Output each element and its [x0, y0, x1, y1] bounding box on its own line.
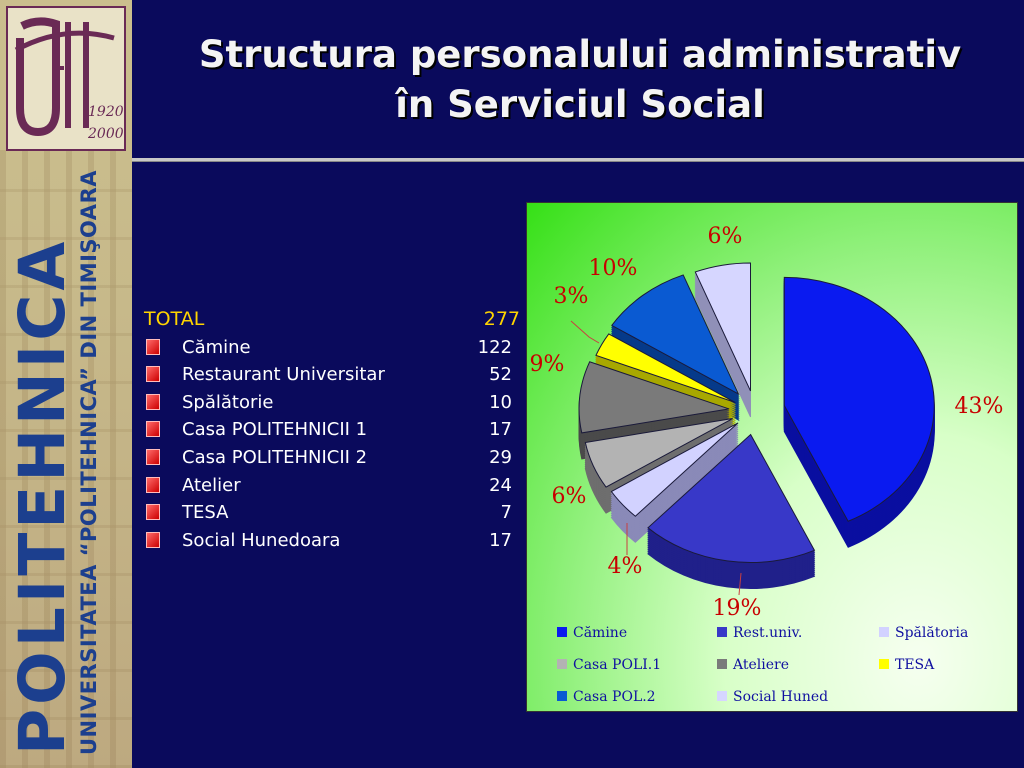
list-item-label: Restaurant Universitar [182, 364, 385, 386]
bullet-icon [146, 338, 160, 355]
pie-chart-panel: 43% 19% 4% 6% 9% 3% 10% 6% Cămine Rest.univ. Spăl… [526, 202, 1018, 712]
legend-label: Cămine [573, 625, 628, 641]
bullet-icon [146, 421, 160, 438]
bullet-icon [146, 476, 160, 493]
list-item-label: Social Hunedoara [182, 529, 341, 551]
list-item-label: Casa POLITEHNICII 1 [182, 419, 368, 441]
total-row: TOTAL 277 [142, 306, 522, 334]
label-leader-line [570, 320, 600, 344]
total-label: TOTAL [144, 308, 205, 330]
building-background [0, 150, 132, 768]
pie-slice-top [595, 333, 736, 403]
legend-label: TESA [895, 657, 935, 673]
legend-swatch [879, 627, 889, 637]
vertical-brand: POLITEHNICA UNIVERSITATEA “POLITEHNICA” … [6, 170, 102, 755]
legend-label: Rest.univ. [733, 625, 803, 641]
pie-slice-1 [647, 433, 816, 589]
list-item: TESA 7 [142, 499, 522, 527]
list-item-value: 52 [489, 364, 512, 386]
slice-percent-label: 6% [552, 484, 587, 509]
pie-slice-top [694, 262, 752, 392]
slice-percent-label: 9% [530, 352, 565, 377]
legend-swatch [557, 627, 567, 637]
list-item-value: 122 [477, 336, 512, 358]
list-item-label: Casa POLITEHNICII 2 [182, 446, 368, 468]
slice-percent-label: 43% [955, 394, 1004, 419]
staff-list: TOTAL 277 Cămine 122 Restaurant Universit… [142, 306, 522, 554]
slice-percent-label: 3% [554, 284, 589, 309]
slice-percent-label: 6% [708, 224, 743, 249]
list-item-value: 10 [489, 391, 512, 413]
legend-item: Ateliere [717, 657, 789, 673]
pie-slice-top [610, 422, 739, 517]
list-item-label: Atelier [182, 474, 241, 496]
list-item: Restaurant Universitar 52 [142, 361, 522, 389]
legend-swatch [557, 659, 567, 669]
label-leader-line [738, 572, 742, 596]
legend-label: Ateliere [733, 657, 789, 673]
legend-item: Spălătoria [879, 625, 968, 641]
university-logo: 1920 2000 [6, 6, 126, 151]
legend-item: Casa POLI.1 [557, 657, 661, 673]
list-item: Spălătorie 10 [142, 389, 522, 417]
list-item-value: 29 [489, 446, 512, 468]
legend-item: Social Huned [717, 689, 828, 705]
pie-slice-top [578, 361, 730, 434]
pie-slice-top [611, 274, 740, 396]
legend-item: TESA [879, 657, 934, 673]
pie-slice-top [647, 433, 816, 563]
legend-swatch [717, 659, 727, 669]
pie-slice-7 [694, 262, 752, 418]
sidebar-banner: 1920 2000 POLITEHNICA UNIVERSITATEA “POL… [0, 0, 132, 768]
list-item: Atelier 24 [142, 472, 522, 500]
list-item-value: 7 [500, 502, 512, 524]
pie-chart: 43% 19% 4% 6% 9% 3%10% 6% [530, 224, 1004, 621]
list-item-label: TESA [182, 502, 229, 524]
legend-item: Casa POL.2 [557, 689, 656, 705]
list-item-value: 17 [489, 529, 512, 551]
legend-label: Casa POLI.1 [573, 657, 662, 673]
pie-slice-4 [578, 361, 730, 460]
legend-label: Social Huned [733, 689, 829, 705]
legend-item: Cămine [557, 625, 627, 641]
slide-title-line-1: Structura personalului administrativ [198, 33, 962, 76]
legend-label: Spălătoria [895, 625, 969, 641]
pie-slice-2 [610, 422, 739, 543]
list-item: Casa POLITEHNICII 2 29 [142, 444, 522, 472]
list-item-label: Cămine [182, 336, 251, 358]
legend-swatch [879, 659, 889, 669]
legend-label: Casa POL.2 [573, 689, 656, 705]
pie-slice-0 [783, 276, 935, 548]
logo-icon: 1920 2000 [14, 17, 124, 142]
pie-slice-top [584, 418, 733, 488]
bullet-icon [146, 393, 160, 410]
pie-slice-top [783, 276, 935, 522]
bullet-icon [146, 366, 160, 383]
bullet-icon [146, 531, 160, 548]
list-item: Cămine 122 [142, 334, 522, 362]
slice-percent-label: 19% [713, 596, 762, 621]
bullet-icon [146, 448, 160, 465]
university-name-text: UNIVERSITATEA “POLITEHNICA” DIN TIMIŞOAR… [77, 170, 101, 755]
slice-percent-label: 10% [589, 256, 638, 281]
legend-swatch [557, 691, 567, 701]
total-value: 277 [483, 308, 520, 330]
legend-swatch [717, 627, 727, 637]
bullet-icon [146, 504, 160, 521]
list-item-value: 17 [489, 419, 512, 441]
legend-item: Rest.univ. [717, 625, 802, 641]
logo-year-start: 1920 [88, 104, 124, 120]
list-item-label: Spălătorie [182, 391, 274, 413]
brand-text: POLITEHNICA [6, 237, 79, 755]
list-item: Social Hunedoara 17 [142, 527, 522, 555]
slide-title: Structura personalului administrativ în … [140, 30, 1020, 130]
slice-percent-label: 4% [608, 554, 643, 579]
title-divider [132, 158, 1024, 162]
logo-year-end: 2000 [87, 126, 124, 142]
list-item: Casa POLITEHNICII 1 17 [142, 416, 522, 444]
list-item-value: 24 [489, 474, 512, 496]
legend-swatch [717, 691, 727, 701]
slide-title-line-2: în Serviciul Social [395, 83, 765, 126]
